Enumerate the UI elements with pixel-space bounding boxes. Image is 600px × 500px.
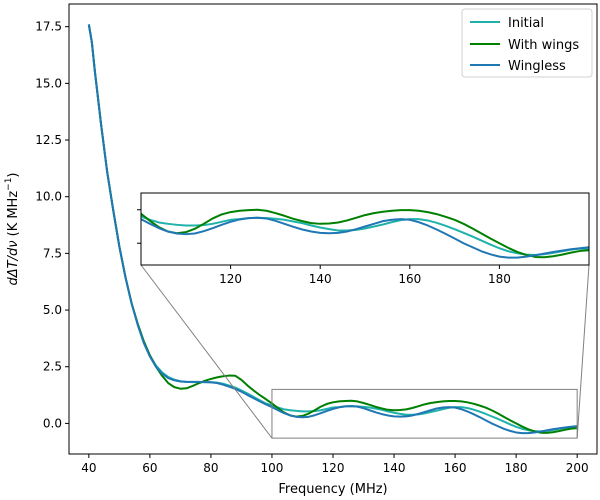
y-tick-label: 17.5 xyxy=(35,20,62,34)
y-axis-label-var: ΔT/dν xyxy=(6,241,21,279)
inset-x-tick-label: 120 xyxy=(219,272,242,286)
zoom-connector-left xyxy=(140,264,273,439)
legend-label-with-wings: With wings xyxy=(508,38,579,53)
x-tick-label: 80 xyxy=(203,461,218,475)
x-tick-label: 100 xyxy=(261,461,284,475)
zoom-box xyxy=(271,388,578,439)
y-tick-label: 10.0 xyxy=(35,190,62,204)
legend: Initial With wings Wingless xyxy=(461,8,593,78)
y-axis-label-d: d xyxy=(6,277,21,286)
y-axis-label-close: ) xyxy=(6,172,21,177)
y-axis-label: dΔT/dν (K MHz−1) xyxy=(4,172,21,285)
x-tick-label: 60 xyxy=(142,461,157,475)
legend-box xyxy=(461,8,593,78)
inset-series-line-wingless xyxy=(141,216,589,259)
y-tick-label: 7.5 xyxy=(43,246,62,260)
zoom-connector-right xyxy=(576,264,590,439)
series-line-with-wings xyxy=(87,24,578,434)
legend-label-wingless: Wingless xyxy=(508,59,566,74)
x-tick-label: 40 xyxy=(81,461,96,475)
x-tick-label: 140 xyxy=(383,461,406,475)
y-axis-label-unit: (K MHz xyxy=(6,191,21,241)
x-tick-label: 120 xyxy=(322,461,345,475)
inset-frame xyxy=(140,192,590,266)
inset-x-tick-label: 160 xyxy=(398,272,421,286)
y-axis-label-exp: −1 xyxy=(4,178,14,191)
inset-series-line-with-wings xyxy=(141,208,589,259)
y-tick-label: 12.5 xyxy=(35,133,62,147)
x-tick-label: 180 xyxy=(505,461,528,475)
y-tick-label: 15.0 xyxy=(35,76,62,90)
legend-label-initial: Initial xyxy=(508,16,544,31)
inset-x-tick-label: 180 xyxy=(488,272,511,286)
y-tick-label: 0.0 xyxy=(43,416,62,430)
x-tick-label: 200 xyxy=(566,461,589,475)
y-tick-label: 5.0 xyxy=(43,303,62,317)
series-line-wingless xyxy=(87,24,578,435)
inset-x-tick-label: 140 xyxy=(309,272,332,286)
inset-series-line-initial xyxy=(141,215,589,256)
x-tick-label: 160 xyxy=(444,461,467,475)
y-tick-label: 2.5 xyxy=(43,360,62,374)
x-axis-label: Frequency (MHz) xyxy=(278,482,387,497)
